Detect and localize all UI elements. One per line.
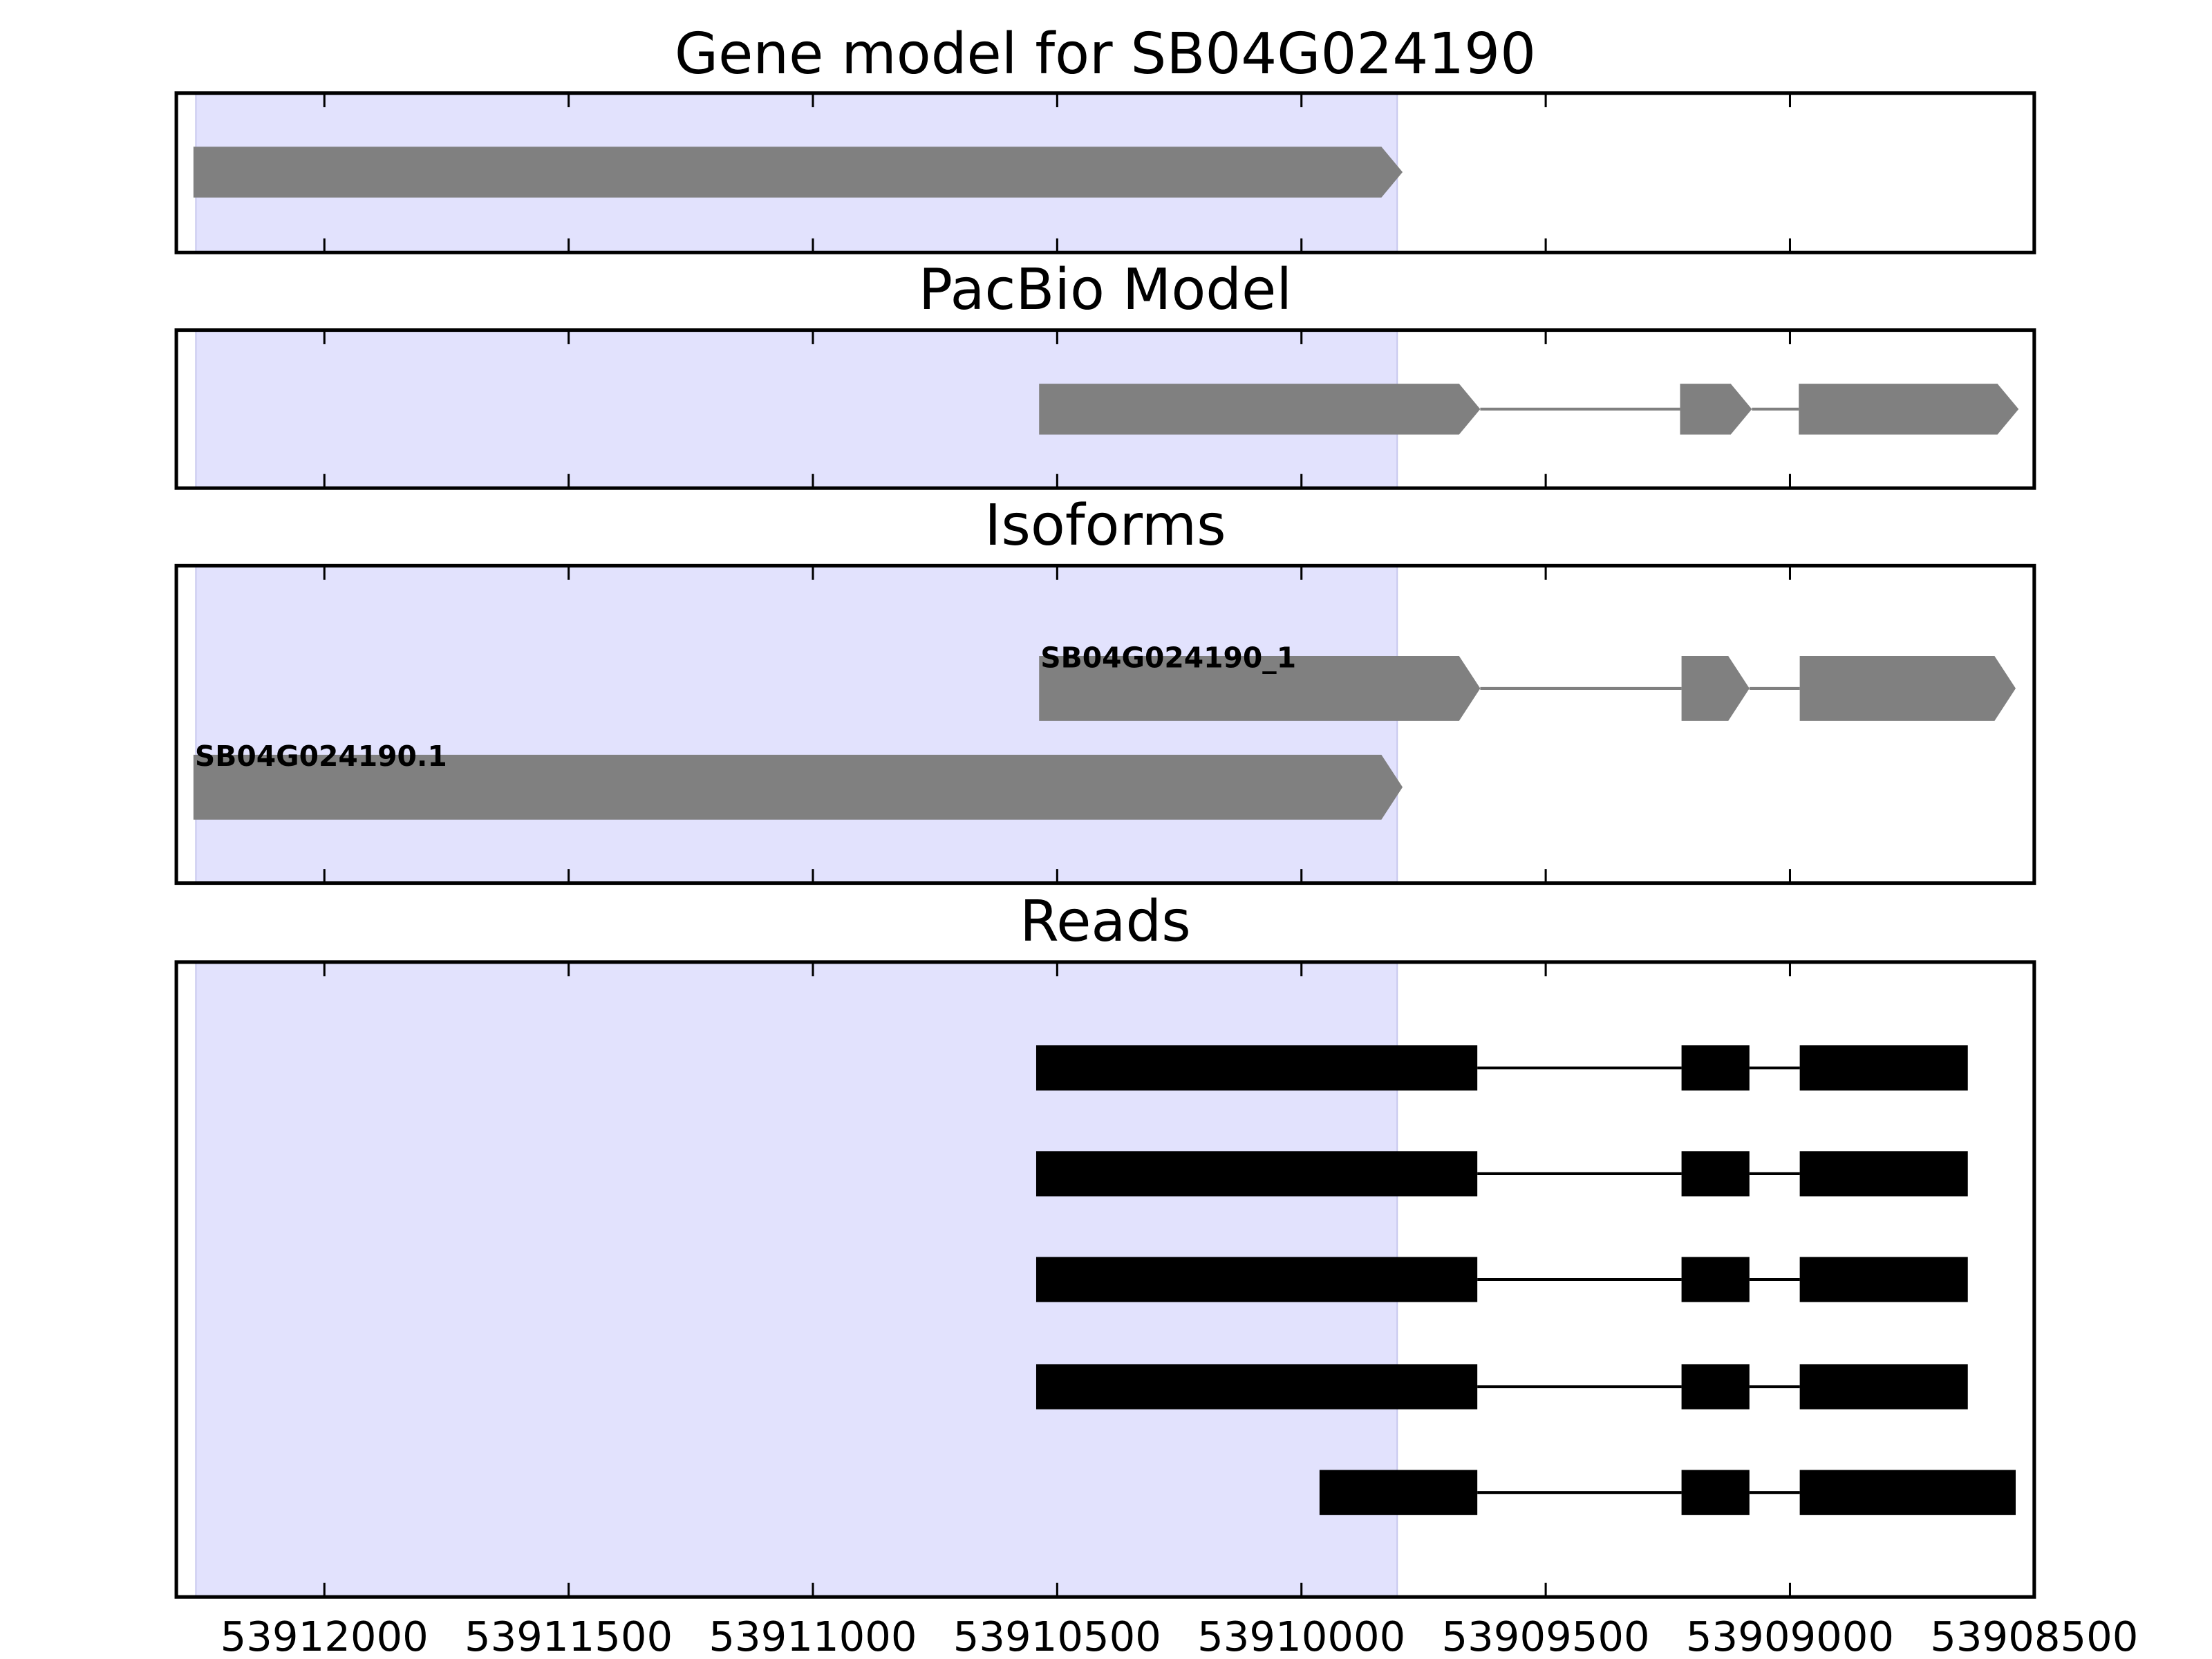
- x-tick-label: 53911000: [709, 1613, 917, 1659]
- exon: [193, 754, 1403, 820]
- panel-frame: [174, 91, 2036, 254]
- exon: [1681, 1257, 1750, 1302]
- exon: [1799, 384, 2019, 435]
- exon: [1039, 655, 1481, 721]
- exon: [1035, 1045, 1478, 1091]
- highlight-region: [195, 565, 1398, 884]
- panel-title: Gene model for SB04G024190: [675, 21, 1536, 87]
- exon: [1799, 1364, 1968, 1409]
- x-tick-label: 53908500: [1930, 1613, 2138, 1659]
- panel-frame: [174, 960, 2036, 1599]
- exon: [1681, 1364, 1750, 1409]
- feature-label: SB04G024190_1: [1040, 641, 1296, 674]
- exon: [1680, 384, 1752, 435]
- exon: [1035, 1151, 1478, 1197]
- exon: [1035, 1257, 1478, 1302]
- feature-label: SB04G024190.1: [195, 740, 447, 773]
- x-tick-label: 53912000: [221, 1613, 429, 1659]
- panel-title: PacBio Model: [919, 257, 1292, 323]
- panel-frame: [174, 328, 2036, 490]
- x-tick-label: 53911500: [465, 1613, 673, 1659]
- exon: [1799, 1045, 1968, 1091]
- exon: [1799, 1257, 1968, 1302]
- exon: [1681, 1470, 1750, 1515]
- exon: [1681, 1151, 1750, 1197]
- x-tick-label: 53909500: [1442, 1613, 1650, 1659]
- exon: [1035, 1364, 1478, 1409]
- exon: [1319, 1470, 1478, 1515]
- panel-title: Isoforms: [984, 493, 1226, 559]
- exon: [1039, 384, 1481, 435]
- exon: [1799, 655, 2016, 721]
- exon: [193, 147, 1403, 198]
- exon: [1681, 655, 1750, 721]
- exon: [1681, 1045, 1750, 1091]
- exon: [1799, 1470, 2016, 1515]
- panel-frame: [174, 563, 2036, 885]
- x-tick-label: 53910000: [1197, 1613, 1405, 1659]
- x-tick-label: 53909000: [1686, 1613, 1894, 1659]
- exon: [1799, 1151, 1968, 1197]
- x-tick-label: 53910500: [953, 1613, 1161, 1659]
- panel-title: Reads: [1020, 889, 1191, 955]
